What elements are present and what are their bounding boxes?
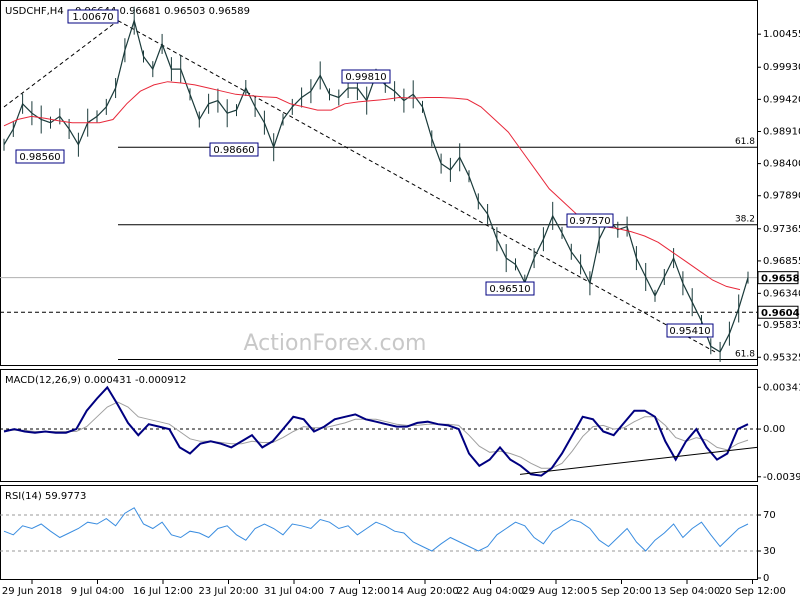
panel-frames: [0, 0, 758, 580]
price-y-tick-label: 0.97365: [763, 224, 800, 235]
price-y-tick-label: 0.95835: [763, 320, 800, 331]
x-tick-label: 20 Sep 12:00: [719, 586, 786, 597]
price-annotation-label: 0.99810: [345, 72, 386, 83]
header-symbol: USDCHF,H4: [5, 6, 64, 17]
moving-average-line: [3, 81, 741, 291]
price-y-tick-label: 0.96855: [763, 256, 800, 267]
marked-level-flag-box: [757, 305, 799, 319]
macd-y-tick-label: 0.00: [763, 424, 785, 435]
macd-title: MACD(12,26,9) 0.000431 -0.000912: [5, 375, 186, 386]
macd-y-tick-label: -0.0039: [763, 472, 800, 483]
x-tick-label: 31 Jul 04:00: [264, 586, 324, 597]
fib-level-label: 61.8: [735, 137, 755, 147]
current-price-flag-label: 0.96589: [761, 274, 800, 285]
x-tick-label: 16 Jul 12:00: [133, 586, 193, 597]
x-tick-label: 23 Jul 20:00: [199, 586, 259, 597]
price-layer: 61.8 38.2 61.8 1.00670 0.99810 0.98560 0.98660…: [0, 6, 757, 362]
header-ohlc: 0.96644 0.96681 0.96503 0.96589: [75, 6, 250, 17]
current-price-flag-box: [757, 271, 799, 285]
macd-panel-frame: [0, 369, 758, 482]
x-tick-label: 29 Jun 2018: [2, 586, 62, 597]
price-annotation-box: [566, 213, 614, 228]
price-y-tick-label: 0.95325: [763, 352, 800, 363]
watermark: ActionForex.com: [244, 331, 427, 356]
price-annotation-label: 1.00670: [72, 12, 113, 23]
rsi-y-tick-label: 30: [763, 546, 776, 557]
price-annotation-box: [209, 142, 259, 157]
price-annotation-box: [15, 149, 65, 164]
trendline-left: [3, 20, 119, 108]
fib-level-label: 38.2: [735, 215, 755, 225]
macd-trendline: [519, 446, 758, 475]
x-tick-label: 5 Sep 20:00: [591, 586, 651, 597]
price-annotation-box: [485, 281, 535, 296]
price-annotation-box: [341, 69, 391, 84]
x-tick-label: 7 Aug 12:00: [329, 586, 390, 597]
rsi-layer: [0, 507, 757, 552]
marked-level-flag-label: 0.96040: [761, 308, 800, 319]
price-annotation-box: [666, 323, 714, 338]
macd-line: [3, 385, 749, 477]
rsi-title: RSI(14) 59.9773: [5, 491, 86, 502]
rsi-line: [3, 507, 749, 552]
x-tick-label: 22 Aug 04:00: [457, 586, 524, 597]
rsi-y-tick-label: 70: [763, 510, 776, 521]
fib-level-label: 61.8: [735, 349, 755, 359]
price-annotation-box: [67, 9, 119, 24]
rsi-panel-frame: [0, 485, 758, 580]
price-annotation-label: 0.98560: [19, 152, 60, 163]
x-tick-label: 29 Aug 12:00: [522, 586, 589, 597]
price-y-tick-label: 1.00455: [763, 29, 800, 40]
price-panel-frame: [0, 0, 758, 366]
x-tick-label: 9 Jul 04:00: [71, 586, 125, 597]
macd-layer: [0, 385, 758, 477]
trendline-down: [117, 20, 716, 353]
x-tick-label: 13 Sep 04:00: [654, 586, 721, 597]
x-tick-label: 14 Aug 20:00: [391, 586, 458, 597]
price-annotation-label: 0.98660: [213, 145, 254, 156]
price-annotation-label: 0.95410: [669, 326, 710, 337]
price-annotation-label: 0.96510: [489, 284, 530, 295]
price-annotation-label: 0.97570: [569, 216, 610, 227]
macd-y-tick-label: 0.003412: [763, 382, 800, 393]
macd-signal-line: [4, 401, 749, 469]
rsi-y-tick-label: 0: [763, 573, 769, 584]
